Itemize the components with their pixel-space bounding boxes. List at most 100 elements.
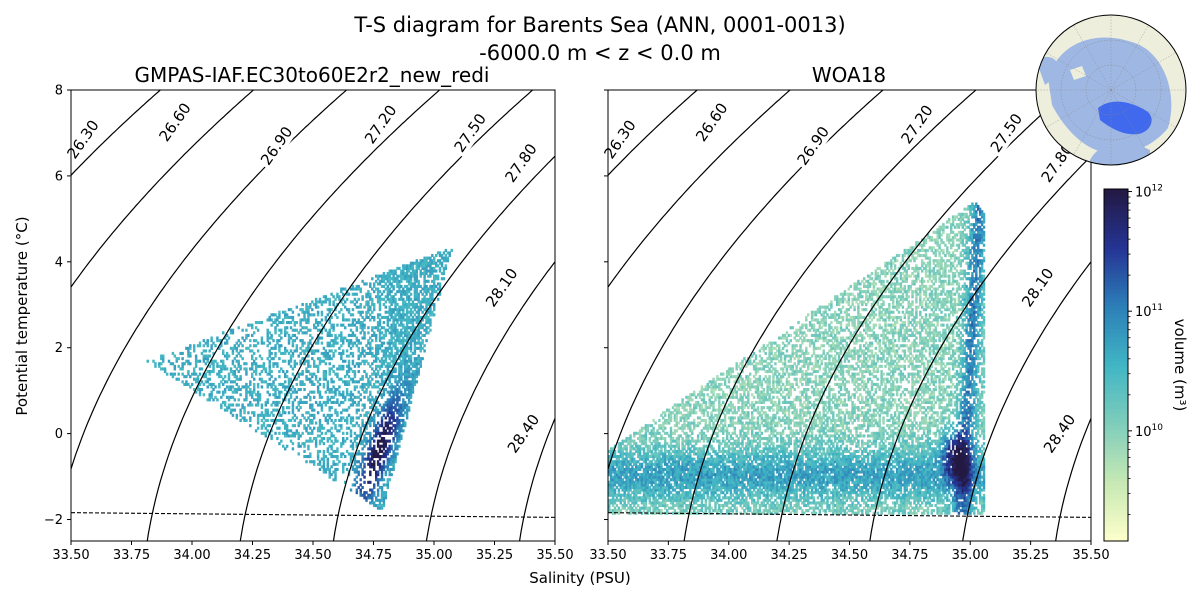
colorbar-segment — [1104, 381, 1128, 386]
inset-gridline — [1110, 24, 1149, 91]
colorbar-segment — [1104, 241, 1128, 246]
colorbar-segment — [1104, 393, 1128, 398]
isopycnal-line — [71, 90, 348, 470]
colorbar-segment — [1104, 293, 1128, 298]
colorbar-segment — [1104, 485, 1128, 490]
colorbar-segment — [1104, 481, 1128, 486]
colorbar-segment — [1104, 465, 1128, 470]
colorbar-segment — [1104, 289, 1128, 294]
colorbar-segment — [1104, 445, 1128, 450]
isopycnal-line — [1055, 418, 1091, 541]
isopycnal-line — [425, 261, 555, 541]
inset-frame — [1035, 14, 1187, 166]
contour-label-bg — [359, 99, 402, 150]
x-tick-label: 33.75 — [650, 548, 687, 563]
contour-label-bg — [449, 108, 492, 158]
x-tick-label: 35.25 — [1012, 548, 1049, 563]
colorbar-segment — [1104, 417, 1128, 422]
colorbar-tick-base: 10 — [1135, 305, 1152, 320]
isopycnal-line — [608, 90, 884, 470]
isopycnal-line — [776, 90, 1070, 541]
colorbar-segment — [1104, 509, 1128, 514]
x-tick-label: 34.50 — [294, 548, 331, 563]
isopycnal-line — [869, 155, 1091, 541]
colorbar-segment — [1104, 389, 1128, 394]
colorbar-segment — [1104, 377, 1128, 382]
x-tick-label: 34.75 — [355, 548, 392, 563]
colorbar-segment — [1104, 261, 1128, 266]
colorbar-segment — [1104, 433, 1128, 438]
x-tick-label: 35.50 — [1072, 548, 1109, 563]
colorbar-segment — [1104, 537, 1128, 542]
x-tick-label: 34.25 — [234, 548, 271, 563]
colorbar-segment — [1104, 373, 1128, 378]
colorbar-label: volume (m³) — [1171, 319, 1189, 412]
colorbar-segment — [1104, 229, 1128, 234]
colorbar-segment — [1104, 529, 1128, 534]
colorbar-segment — [1104, 349, 1128, 354]
colorbar-segment — [1104, 401, 1128, 406]
colorbar-segment — [1104, 461, 1128, 466]
colorbar-segment — [1104, 493, 1128, 498]
colorbar-segment — [1104, 337, 1128, 342]
y-tick-label: −2 — [44, 513, 63, 528]
contour-label-bg — [480, 262, 523, 313]
colorbar-segment — [1104, 513, 1128, 518]
colorbar-segment — [1104, 249, 1128, 254]
colorbar-segment — [1104, 517, 1128, 522]
contour-label-bg — [690, 97, 733, 148]
isopycnal-line — [683, 90, 977, 541]
colorbar-segment — [1104, 209, 1128, 214]
colorbar-segment — [1104, 521, 1128, 526]
contour-label-bg — [792, 121, 835, 171]
freezing-line — [70, 512, 556, 518]
colorbar-segment — [1104, 321, 1128, 326]
contour-label-bg — [985, 108, 1028, 158]
colorbar-segment — [1104, 225, 1128, 230]
y-tick-label: 8 — [55, 84, 63, 99]
colorbar-segment — [1104, 497, 1128, 502]
colorbar-segment — [1104, 469, 1128, 474]
colorbar-segment — [1104, 341, 1128, 346]
colorbar-segment — [1104, 197, 1128, 202]
y-tick-label: 0 — [55, 427, 63, 442]
colorbar-segment — [1104, 265, 1128, 270]
x-tick-label: 33.50 — [589, 548, 626, 563]
colorbar-segment — [1104, 353, 1128, 358]
colorbar-segment — [1104, 201, 1128, 206]
colorbar-segment — [1104, 317, 1128, 322]
colorbar-segment — [1104, 397, 1128, 402]
isopycnal-line — [608, 90, 791, 288]
inset-land — [1070, 66, 1086, 80]
colorbar-segment — [1104, 277, 1128, 282]
colorbar-segment — [1104, 329, 1128, 334]
x-tick-label: 34.00 — [173, 548, 210, 563]
isopycnal-line — [332, 155, 555, 541]
colorbar-segment — [1104, 413, 1128, 418]
x-tick-label: 34.25 — [771, 548, 808, 563]
inset-gridline — [1060, 39, 1162, 141]
colorbar-segment — [1104, 361, 1128, 366]
contour-label-bg — [499, 138, 543, 188]
inset-ocean — [1036, 56, 1059, 85]
colorbar-segment — [1104, 453, 1128, 458]
colorbar-tick-base: 10 — [1135, 425, 1152, 440]
colorbar-segment — [1104, 221, 1128, 226]
colorbar-segment — [1104, 297, 1128, 302]
colorbar-tick-exponent: 12 — [1152, 184, 1163, 194]
x-tick-label: 34.75 — [891, 548, 928, 563]
colorbar-tick-label: 1012 — [1135, 184, 1163, 201]
contour-label-bg — [1038, 408, 1081, 459]
x-tick-label: 33.75 — [113, 548, 150, 563]
colorbar-segment — [1104, 533, 1128, 538]
colorbar-segment — [1104, 237, 1128, 242]
colorbar-frame — [1103, 188, 1129, 542]
colorbar-segment — [1104, 281, 1128, 286]
x-tick-label: 35.50 — [536, 548, 573, 563]
figure-title: T-S diagram for Barents Sea (ANN, 0001-0… — [353, 13, 845, 37]
colorbar-segment — [1104, 505, 1128, 510]
x-tick-label: 35.00 — [952, 548, 989, 563]
colorbar-segment — [1104, 437, 1128, 442]
y-tick-label: 2 — [55, 341, 63, 356]
